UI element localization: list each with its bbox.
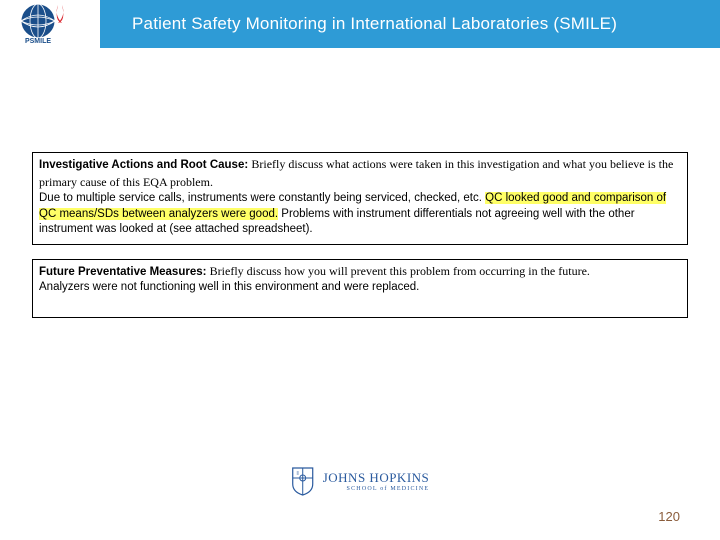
section-preventative: Future Preventative Measures: Briefly di… xyxy=(32,259,688,319)
globe-ribbon-icon: PSMILE xyxy=(14,3,86,45)
footer-institution-text: JOHNS HOPKINS SCHOOL of MEDICINE xyxy=(323,471,430,492)
section-investigative: Investigative Actions and Root Cause: Br… xyxy=(32,152,688,245)
section-body-pre: Due to multiple service calls, instrumen… xyxy=(39,192,485,204)
psmile-logo: PSMILE xyxy=(0,0,100,48)
document-content: Investigative Actions and Root Cause: Br… xyxy=(32,152,688,332)
page-title: Patient Safety Monitoring in Internation… xyxy=(100,14,720,34)
section-heading: Investigative Actions and Root Cause: xyxy=(39,159,248,171)
section-body-pre: Analyzers were not functioning well in t… xyxy=(39,281,419,293)
footer-institution-logo: JOHNS HOPKINS SCHOOL of MEDICINE xyxy=(291,466,430,496)
page-number: 120 xyxy=(658,509,680,524)
section-instruction: Briefly discuss how you will prevent thi… xyxy=(210,264,590,278)
header-bar: PSMILE Patient Safety Monitoring in Inte… xyxy=(0,0,720,48)
shield-icon xyxy=(291,466,315,496)
institution-subtitle: SCHOOL of MEDICINE xyxy=(347,486,430,492)
section-heading: Future Preventative Measures: xyxy=(39,266,206,278)
svg-text:PSMILE: PSMILE xyxy=(25,38,51,45)
institution-name: JOHNS HOPKINS xyxy=(323,471,430,484)
